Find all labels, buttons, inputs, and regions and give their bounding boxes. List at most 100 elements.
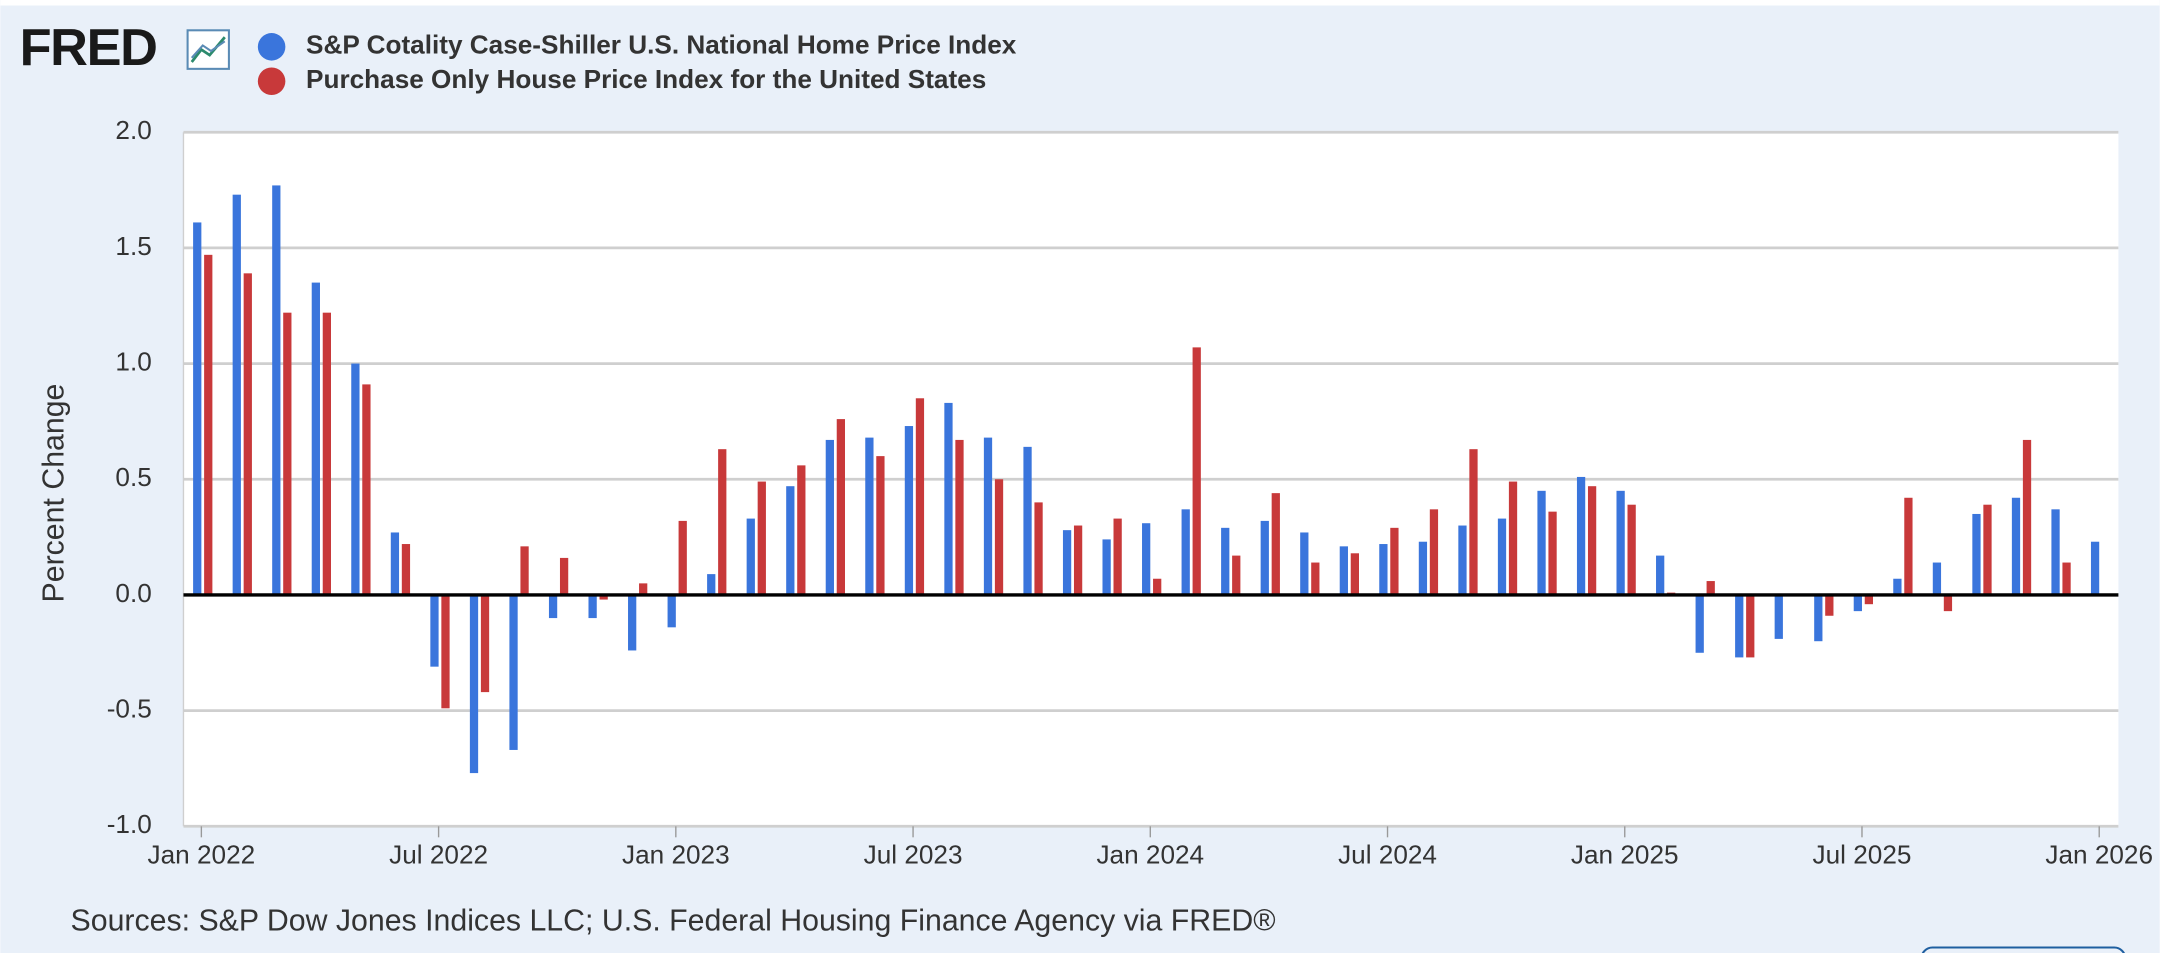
bar <box>1271 493 1280 595</box>
legend-label: Purchase Only House Price Index for the … <box>306 64 986 94</box>
bar <box>994 479 1004 595</box>
bar <box>1102 539 1111 595</box>
bar <box>639 583 648 595</box>
x-tick-label: Jul 2025 <box>1813 840 1912 870</box>
y-tick-label: 2.0 <box>115 115 151 145</box>
bar <box>1023 446 1032 595</box>
bar <box>469 594 479 774</box>
bar <box>1379 544 1388 595</box>
bar <box>1814 594 1823 642</box>
bar <box>283 312 292 595</box>
y-tick-label: 0.0 <box>115 578 151 608</box>
bar <box>904 426 914 595</box>
bar <box>1192 347 1201 595</box>
bar <box>797 465 806 595</box>
bar <box>1576 476 1586 595</box>
bar <box>1627 504 1636 595</box>
bar <box>588 594 597 619</box>
bar <box>2051 509 2060 595</box>
bar <box>1864 594 1874 605</box>
bar <box>2022 439 2032 595</box>
bar <box>430 594 439 667</box>
bar <box>401 544 411 595</box>
bar <box>1073 525 1083 595</box>
bar <box>786 486 795 595</box>
logo-icon <box>186 29 230 70</box>
bar <box>1181 509 1190 595</box>
bar <box>362 384 371 595</box>
button-edge[interactable] <box>1921 946 2125 953</box>
bar <box>1458 525 1467 595</box>
bar <box>1853 594 1862 612</box>
bar <box>520 546 529 595</box>
bar <box>1390 527 1399 595</box>
bar <box>1429 509 1439 595</box>
bar <box>1706 581 1715 595</box>
legend-marker <box>257 67 286 96</box>
bar <box>1221 527 1230 595</box>
bar <box>1300 532 1309 595</box>
bar <box>390 532 400 595</box>
bar <box>678 520 687 595</box>
bar <box>559 557 569 595</box>
bar <box>1983 504 1992 595</box>
bar <box>1825 594 1834 616</box>
bar <box>441 594 450 709</box>
bar <box>1418 541 1428 595</box>
x-tick-label: Jan 2025 <box>1571 840 1679 870</box>
bar <box>1034 502 1043 595</box>
bar <box>915 398 925 595</box>
bar <box>1232 555 1241 595</box>
bar <box>1893 578 1902 595</box>
bar <box>1311 562 1320 595</box>
bar <box>1350 553 1360 595</box>
bar <box>509 594 518 750</box>
bar <box>825 439 834 595</box>
y-tick-label: 0.5 <box>115 462 151 492</box>
logo: FRED <box>20 19 157 77</box>
x-tick-label: Jul 2023 <box>864 840 963 870</box>
y-tick-label: -0.5 <box>107 694 152 724</box>
bar <box>2062 562 2071 595</box>
bar <box>1260 520 1269 595</box>
bar <box>983 437 993 595</box>
bar <box>232 194 241 595</box>
bar <box>548 594 558 619</box>
bar <box>944 402 953 595</box>
bar <box>1113 518 1122 595</box>
bar <box>2090 541 2100 595</box>
bar <box>2011 497 2021 595</box>
bar <box>1508 481 1518 595</box>
bar <box>746 518 755 595</box>
top-strip <box>0 0 2160 6</box>
x-tick-label: Jan 2022 <box>148 840 256 870</box>
bar <box>272 185 281 595</box>
bar <box>1656 555 1665 595</box>
bar <box>1537 490 1546 595</box>
bar <box>480 594 490 693</box>
bar <box>955 439 964 595</box>
bar <box>1904 497 1913 595</box>
bar <box>836 419 846 595</box>
bar <box>1774 594 1783 639</box>
bar <box>707 574 716 595</box>
x-tick-label: Jan 2023 <box>622 840 730 870</box>
bar <box>1932 562 1942 595</box>
bar <box>628 594 637 651</box>
bar <box>1587 486 1597 595</box>
x-tick-label: Jul 2024 <box>1338 840 1437 870</box>
bar <box>718 449 727 595</box>
bar <box>243 273 252 595</box>
bar <box>1497 518 1507 595</box>
bar <box>193 222 202 595</box>
bar <box>322 312 331 595</box>
source-note: Sources: S&P Dow Jones Indices LLC; U.S.… <box>71 905 1276 938</box>
bar <box>204 254 213 595</box>
legend-marker <box>257 33 286 61</box>
bar <box>1469 449 1478 595</box>
bar <box>1943 594 1953 612</box>
x-tick-label: Jan 2026 <box>2045 840 2153 870</box>
y-axis-title: Percent Change <box>37 384 70 603</box>
